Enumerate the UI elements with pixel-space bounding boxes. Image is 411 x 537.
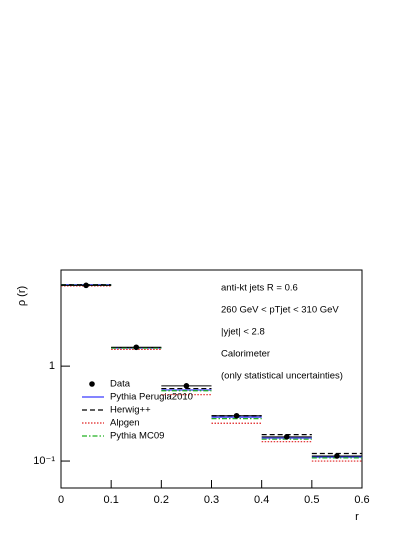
- x-tick-label: 0.5: [304, 494, 319, 506]
- y-tick-label: 10⁻¹: [33, 455, 55, 467]
- x-tick-label: 0.6: [354, 494, 369, 506]
- x-axis-label: r: [355, 511, 359, 523]
- annotation: anti-kt jets R = 0.6: [221, 283, 298, 294]
- x-tick-label: 0: [58, 494, 64, 506]
- data-point: [233, 412, 240, 419]
- legend-label: Alpgen: [110, 418, 140, 429]
- annotation: Calorimeter: [221, 349, 270, 360]
- legend-label: Pythia MC09: [110, 431, 164, 442]
- legend-label: Pythia Perugia2010: [110, 392, 193, 403]
- annotation: |yjet| < 2.8: [221, 327, 265, 338]
- annotation: 260 GeV < pTjet < 310 GeV: [221, 305, 339, 316]
- data-point: [283, 434, 290, 440]
- y-axis-label: ρ (r): [16, 286, 28, 306]
- data-point: [183, 383, 190, 389]
- annotation: (only statistical uncertainties): [221, 371, 343, 382]
- x-tick-label: 0.1: [104, 494, 119, 506]
- data-point: [133, 344, 140, 351]
- x-tick-label: 0.3: [204, 494, 219, 506]
- data-point: [83, 282, 89, 289]
- y-tick-label: 1: [49, 360, 55, 372]
- data-point: [334, 453, 340, 459]
- legend-label: Data: [110, 379, 131, 390]
- x-tick-label: 0.4: [254, 494, 269, 506]
- legend-label: Herwig++: [110, 405, 151, 416]
- x-tick-label: 0.2: [154, 494, 169, 506]
- legend-marker: [89, 381, 95, 387]
